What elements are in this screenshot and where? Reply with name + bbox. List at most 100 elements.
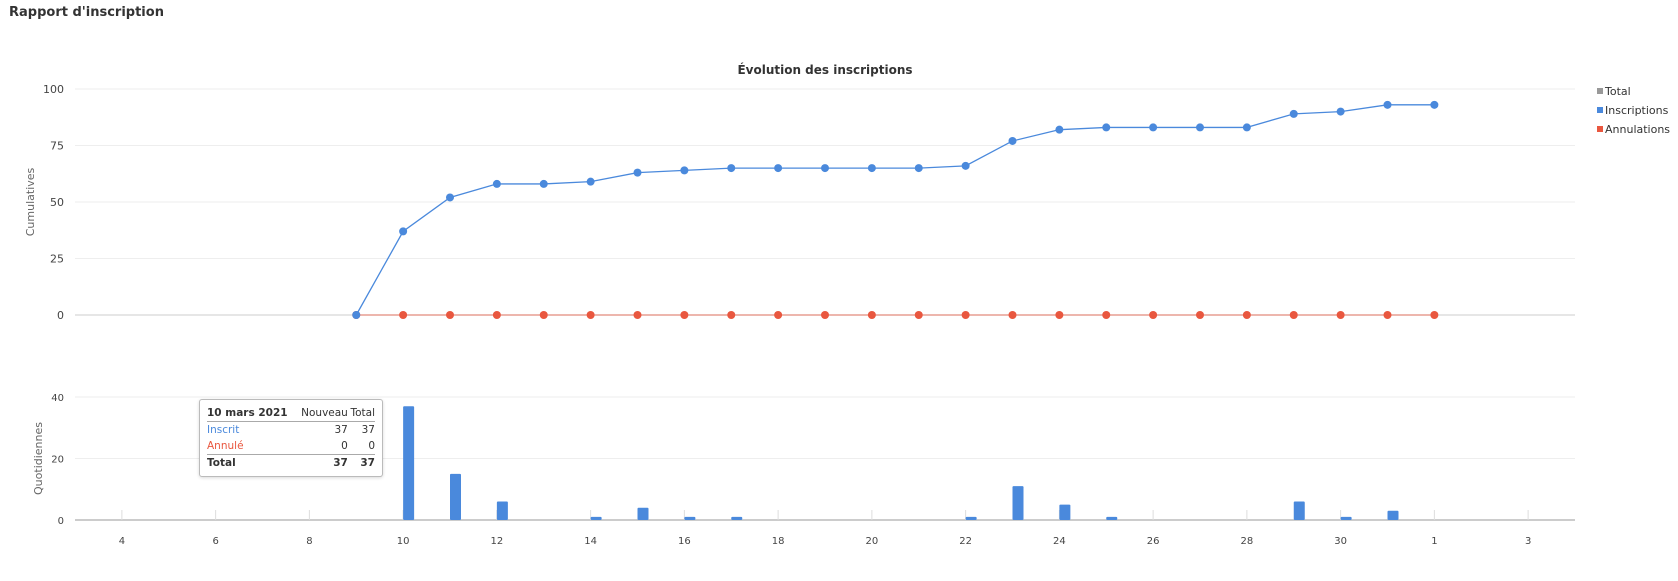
point-inscriptions (914, 164, 923, 173)
point-inscriptions (1149, 123, 1158, 132)
x-tick-label: 30 (1334, 536, 1347, 547)
y-tick-label: 25 (50, 253, 64, 266)
point-inscriptions (539, 179, 548, 188)
point-annulations (914, 311, 923, 319)
y-tick-label: 75 (50, 140, 64, 153)
point-annulations (1196, 311, 1204, 319)
bar-inscriptions (1012, 486, 1024, 520)
point-inscriptions (586, 177, 595, 186)
bar-inscriptions (496, 501, 508, 520)
bar-inscriptions (590, 516, 602, 520)
x-tick-label: 24 (1053, 536, 1066, 547)
point-annulations (961, 311, 970, 319)
point-annulations (1055, 311, 1064, 319)
y-tick-label: 20 (51, 455, 64, 466)
bar-inscriptions (1293, 501, 1305, 520)
point-annulations (633, 311, 642, 319)
point-inscriptions (446, 193, 454, 202)
point-inscriptions (867, 164, 876, 173)
bar-inscriptions (731, 516, 743, 520)
tooltip-footer-label: Total (207, 454, 297, 471)
point-inscriptions (774, 164, 783, 173)
point-inscriptions (680, 166, 689, 175)
point-annulations (446, 311, 454, 319)
point-annulations (821, 311, 829, 319)
x-tick-label: 10 (397, 536, 410, 547)
line-inscriptions (355, 104, 1435, 316)
point-annulations (1336, 311, 1345, 319)
legend-entry: Annulations (1605, 123, 1670, 136)
point-inscriptions (492, 179, 501, 188)
point-inscriptions (1430, 100, 1439, 109)
y-tick-label: 40 (51, 393, 64, 404)
bar-inscriptions (965, 516, 977, 520)
point-inscriptions (1196, 123, 1204, 132)
point-annulations (586, 311, 595, 319)
point-inscriptions (1102, 123, 1111, 132)
y-tick-label: 0 (57, 309, 64, 322)
x-tick-label: 1 (1431, 536, 1437, 547)
point-inscriptions (399, 227, 408, 236)
legend-entry: Inscriptions (1605, 104, 1669, 117)
bar-inscriptions (684, 516, 696, 520)
legend-swatch (1597, 107, 1603, 113)
bar-inscriptions (1387, 510, 1399, 520)
tooltip-row-total: 0 (368, 440, 375, 452)
point-annulations (1383, 311, 1392, 319)
point-annulations (727, 311, 736, 319)
tooltip-row-new: 37 (334, 424, 348, 436)
bar-inscriptions (1340, 516, 1352, 520)
point-inscriptions (1242, 123, 1251, 132)
chart-title: Évolution des inscriptions (737, 62, 912, 77)
point-inscriptions (633, 168, 642, 177)
point-annulations (1008, 311, 1017, 319)
point-inscriptions (1289, 109, 1298, 118)
tooltip-row-new: 0 (341, 440, 348, 452)
chart-tooltip: 10 mars 2021 Nouveau Total Inscrit 37 37… (199, 399, 383, 477)
tooltip-date: 10 mars 2021 (207, 405, 297, 422)
point-annulations (774, 311, 783, 319)
bar-inscriptions (637, 507, 649, 520)
x-tick-label: 6 (212, 536, 218, 547)
y-tick-label: 0 (58, 516, 64, 527)
point-annulations (1430, 311, 1439, 319)
x-tick-label: 18 (772, 536, 785, 547)
y-tick-label: 50 (50, 196, 64, 209)
x-tick-label: 14 (584, 536, 597, 547)
x-tick-label: 20 (866, 536, 879, 547)
point-inscriptions (1336, 107, 1345, 116)
legend-swatch (1597, 88, 1603, 94)
point-annulations (539, 311, 548, 319)
tooltip-col-total: Total (347, 405, 375, 422)
x-tick-label: 4 (119, 536, 125, 547)
point-inscriptions (352, 311, 361, 319)
legend-swatch (1597, 126, 1603, 132)
x-tick-label: 26 (1147, 536, 1160, 547)
point-inscriptions (727, 164, 736, 173)
point-annulations (1289, 311, 1298, 319)
page-title: Rapport d'inscription (9, 5, 164, 20)
x-tick-label: 8 (306, 536, 312, 547)
point-annulations (867, 311, 876, 319)
point-annulations (680, 311, 689, 319)
y-axis-label: Cumulatives (24, 167, 37, 236)
point-annulations (399, 311, 408, 319)
x-tick-label: 28 (1241, 536, 1254, 547)
point-annulations (492, 311, 501, 319)
x-tick-label: 16 (678, 536, 691, 547)
y-axis-label: Quotidiennes (32, 422, 45, 495)
point-annulations (1242, 311, 1251, 319)
point-annulations (1149, 311, 1158, 319)
x-tick-label: 3 (1525, 536, 1531, 547)
point-inscriptions (961, 161, 970, 170)
tooltip-col-new: Nouveau (296, 405, 348, 422)
point-inscriptions (1055, 125, 1064, 134)
bar-inscriptions (450, 473, 461, 520)
point-inscriptions (821, 164, 829, 173)
tooltip-row-total: 37 (361, 424, 375, 436)
point-inscriptions (1008, 136, 1017, 145)
tooltip-footer-total: 37 (347, 454, 375, 471)
x-tick-label: 12 (491, 536, 504, 547)
x-tick-label: 22 (959, 536, 972, 547)
